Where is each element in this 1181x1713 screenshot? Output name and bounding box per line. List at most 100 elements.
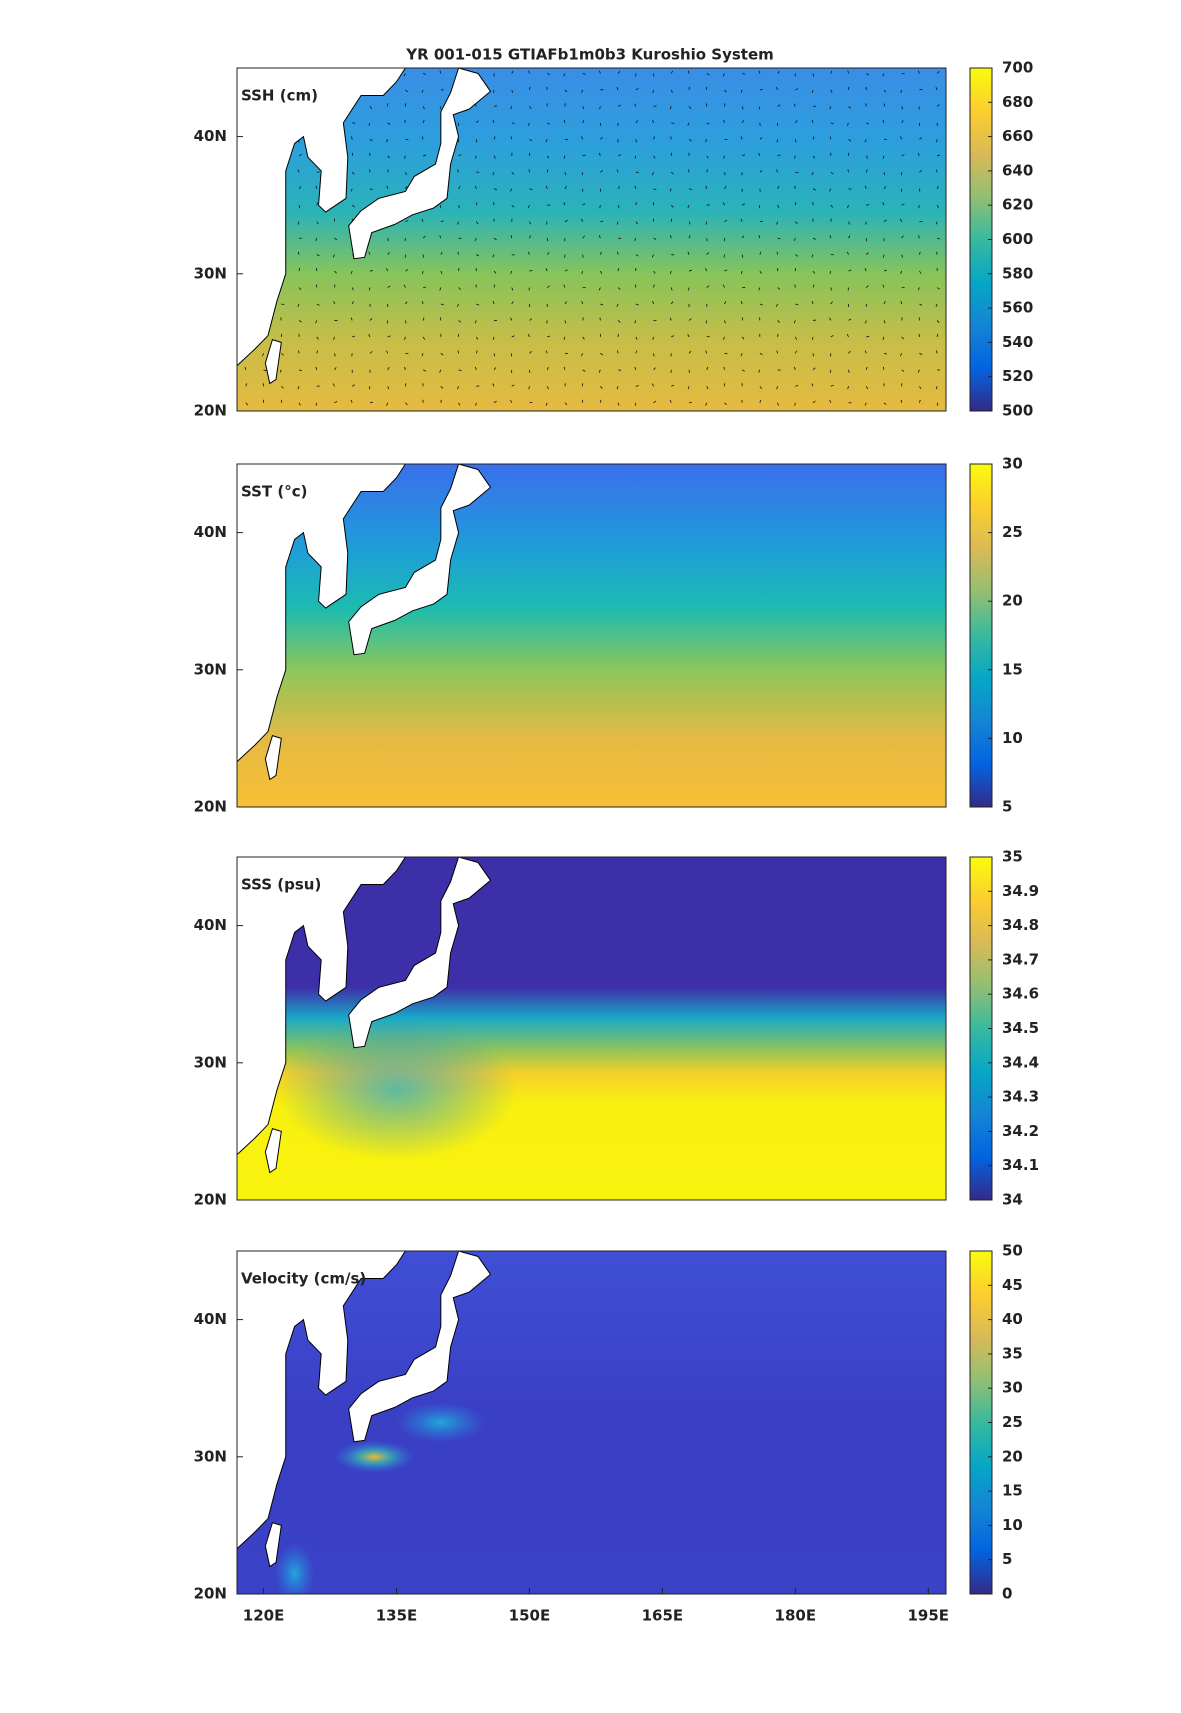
- quiver-arrow: [369, 188, 373, 191]
- quiver-arrow: [723, 336, 725, 340]
- y-tick-label: 40N: [194, 127, 227, 145]
- quiver-arrow: [422, 317, 425, 321]
- colorbar-tick-label: 500: [1002, 402, 1033, 420]
- quiver-arrow: [564, 269, 568, 272]
- quiver-arrow: [829, 188, 832, 192]
- quiver-arrow: [350, 399, 353, 403]
- quiver-arrow: [332, 254, 335, 258]
- quiver-arrow: [901, 235, 904, 239]
- quiver-arrow: [724, 320, 726, 324]
- quiver-arrow: [882, 366, 885, 370]
- quiver-arrow: [777, 70, 780, 74]
- quiver-arrow: [262, 353, 264, 357]
- quiver-arrow: [386, 268, 389, 272]
- colorbar-tick-label: 660: [1002, 127, 1033, 145]
- quiver-arrow: [723, 155, 725, 159]
- quiver-arrow: [475, 350, 478, 354]
- quiver-arrow: [917, 287, 920, 291]
- quiver-arrow: [687, 70, 690, 74]
- quiver-arrow: [316, 350, 318, 354]
- quiver-arrow: [439, 287, 442, 291]
- quiver-arrow: [830, 122, 834, 125]
- quiver-arrow: [759, 251, 762, 255]
- y-tick-label: 30N: [194, 660, 227, 678]
- land: [264, 1522, 282, 1568]
- quiver-arrow: [493, 237, 497, 241]
- quiver-arrow: [653, 188, 657, 191]
- quiver-arrow: [334, 367, 337, 371]
- quiver-arrow: [864, 350, 867, 354]
- quiver-arrow: [598, 287, 601, 291]
- quiver-arrow: [492, 336, 495, 340]
- field-feature: [274, 1543, 315, 1594]
- quiver-arrow: [740, 89, 743, 93]
- quiver-arrow: [617, 104, 621, 107]
- quiver-arrow: [794, 402, 796, 406]
- quiver-arrow: [511, 204, 515, 208]
- quiver-arrow: [475, 202, 478, 206]
- quiver-arrow: [475, 139, 478, 143]
- land: [237, 1251, 406, 1550]
- quiver-arrow: [917, 70, 920, 74]
- quiver-arrow: [563, 366, 566, 370]
- quiver-arrow: [866, 204, 870, 206]
- quiver-arrow: [688, 287, 690, 291]
- quiver-arrow: [723, 119, 725, 123]
- quiver-arrow: [458, 402, 461, 406]
- land: [348, 464, 492, 656]
- quiver-arrow: [635, 350, 638, 354]
- quiver-arrow: [882, 73, 885, 77]
- quiver-arrow: [846, 334, 849, 338]
- quiver-arrow: [723, 366, 725, 370]
- quiver-arrow: [457, 169, 459, 173]
- quiver-arrow: [280, 317, 282, 321]
- colorbar-tick-label: 620: [1002, 196, 1033, 214]
- quiver-arrow: [423, 154, 427, 157]
- quiver-arrow: [830, 218, 832, 222]
- quiver-arrow: [298, 402, 301, 406]
- quiver-arrow: [422, 369, 427, 372]
- quiver-arrow: [405, 301, 408, 305]
- quiver-arrow: [635, 120, 639, 124]
- quiver-arrow: [811, 254, 814, 258]
- quiver-arrow: [440, 220, 444, 223]
- quiver-arrow: [635, 303, 639, 306]
- quiver-arrow: [421, 301, 424, 305]
- quiver-arrow: [864, 139, 867, 143]
- quiver-arrow: [511, 122, 515, 124]
- quiver-arrow: [670, 136, 672, 140]
- quiver-arrow: [865, 221, 867, 225]
- colorbar-tick-label: 20: [1002, 1447, 1023, 1465]
- colorbar-tick-label: 35: [1002, 848, 1023, 866]
- quiver-arrow: [510, 399, 513, 403]
- quiver-arrow: [316, 336, 319, 340]
- quiver-arrow: [545, 139, 548, 143]
- quiver-arrow: [405, 269, 409, 272]
- quiver-arrow: [741, 336, 745, 340]
- quiver-arrow: [882, 155, 885, 159]
- x-tick-label: 135E: [376, 1607, 418, 1625]
- quiver-arrow: [901, 106, 904, 110]
- land: [237, 464, 406, 763]
- quiver-arrow: [421, 89, 424, 93]
- quiver-arrow: [794, 185, 796, 189]
- quiver-arrow: [387, 386, 390, 390]
- quiver-arrow: [794, 139, 797, 143]
- quiver-arrow: [812, 284, 815, 288]
- quiver-arrow: [917, 369, 920, 373]
- quiver-arrow: [635, 88, 639, 91]
- quiver-arrow: [936, 205, 939, 209]
- quiver-arrow: [794, 284, 796, 288]
- quiver-arrow: [651, 383, 654, 387]
- quiver-arrow: [671, 335, 675, 338]
- quiver-arrow: [351, 384, 355, 387]
- quiver-arrow: [759, 137, 763, 140]
- quiver-arrow: [598, 235, 601, 239]
- quiver-arrow: [404, 320, 407, 324]
- quiver-arrow: [297, 221, 300, 225]
- colorbar-tick-label: 30: [1002, 1379, 1023, 1397]
- quiver-arrow: [599, 205, 601, 209]
- quiver-arrow: [618, 237, 622, 240]
- quiver-arrow: [546, 386, 549, 390]
